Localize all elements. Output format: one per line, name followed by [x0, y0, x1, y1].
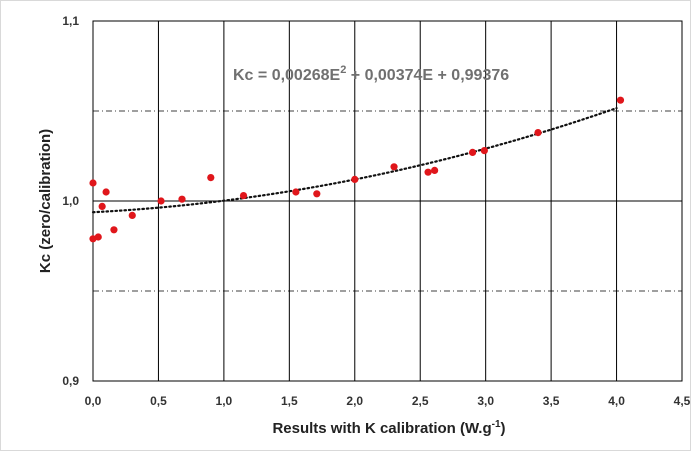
x-tick-label: 1,0	[216, 394, 233, 408]
y-tick-label: 1,1	[62, 14, 79, 28]
data-point	[534, 129, 542, 137]
data-point	[480, 147, 488, 155]
y-tick-label: 0,9	[62, 374, 79, 388]
data-point	[313, 190, 321, 198]
x-axis-title-main: Results with K calibration (W.g	[272, 420, 491, 437]
equation-prefix: Kc = 0,00268E	[233, 67, 341, 84]
x-tick-label: 4,5	[674, 394, 691, 408]
data-point	[351, 175, 359, 183]
tick-labels: 0,0 0,5 1,0 1,5 2,0 2,5 3,0 3,5 4,0 4,5 0,9 1,0 1,1	[62, 14, 690, 408]
data-point	[98, 202, 106, 210]
data-point	[178, 195, 186, 203]
x-tick-label: 0,5	[150, 394, 167, 408]
plot-area-border	[92, 20, 683, 382]
x-axis-title: Results with K calibration (W.g-1)	[272, 419, 505, 437]
data-point	[292, 188, 300, 196]
equation-superscript: 2	[340, 64, 346, 76]
equation-suffix: + 0,00374E + 0,99376	[346, 67, 509, 84]
grid	[92, 20, 683, 382]
x-tick-label: 3,0	[477, 394, 494, 408]
data-point	[239, 192, 248, 200]
x-tick-label: 3,5	[543, 394, 560, 408]
x-tick-label: 4,0	[608, 394, 625, 408]
x-tick-label: 1,5	[281, 394, 298, 408]
data-point	[89, 179, 97, 187]
data-point	[390, 163, 398, 171]
data-point	[110, 226, 118, 234]
x-tick-label: 0,0	[85, 394, 102, 408]
data-point	[207, 174, 215, 182]
data-point	[128, 211, 136, 219]
y-axis-title: Kc (zero/calibration)	[37, 129, 54, 273]
equation-label: Kc = 0,00268E2 + 0,00374E + 0,99376	[233, 64, 509, 84]
y-tick-label: 1,0	[62, 194, 79, 208]
trendline	[91, 107, 618, 214]
data-point	[157, 197, 165, 205]
data-points	[89, 96, 625, 243]
x-axis-title-superscript: -1	[492, 419, 501, 430]
x-tick-label: 2,5	[412, 394, 429, 408]
y-axis-title-main: Kc (zero/calibration)	[37, 129, 54, 273]
data-point	[431, 166, 439, 174]
x-tick-label: 2,0	[346, 394, 363, 408]
trendline-path	[91, 107, 618, 214]
data-point	[616, 96, 625, 104]
data-point	[468, 148, 477, 156]
data-point	[424, 168, 432, 176]
data-point	[102, 188, 110, 196]
data-point	[94, 233, 102, 241]
x-axis-title-suffix: )	[501, 420, 506, 437]
